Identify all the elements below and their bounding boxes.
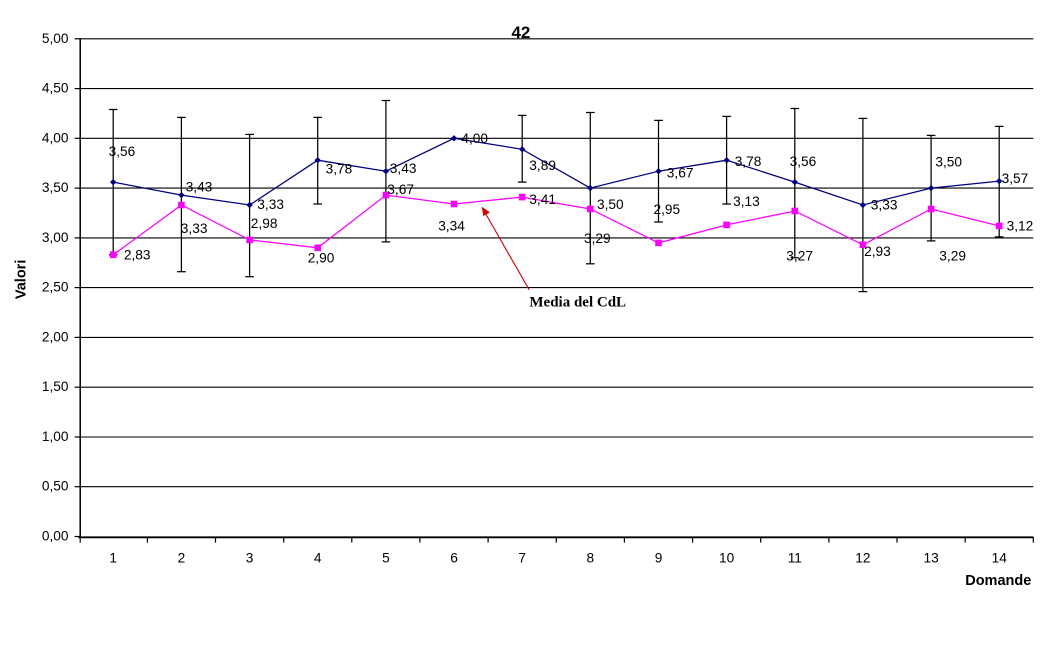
- svg-text:3,67: 3,67: [387, 182, 414, 197]
- svg-text:4,00: 4,00: [461, 131, 488, 146]
- svg-text:3,89: 3,89: [529, 158, 556, 173]
- svg-text:13: 13: [923, 550, 939, 565]
- svg-text:3,27: 3,27: [786, 248, 813, 263]
- svg-text:14: 14: [992, 550, 1008, 565]
- svg-text:8: 8: [586, 550, 594, 565]
- svg-text:1: 1: [109, 550, 117, 565]
- svg-text:3,50: 3,50: [935, 155, 962, 170]
- svg-text:3,29: 3,29: [584, 231, 611, 246]
- svg-text:2,93: 2,93: [864, 244, 891, 259]
- svg-text:4: 4: [314, 550, 322, 565]
- svg-text:Domande: Domande: [965, 573, 1031, 589]
- svg-text:2,95: 2,95: [654, 202, 681, 217]
- svg-text:5: 5: [382, 550, 390, 565]
- svg-text:5,00: 5,00: [42, 31, 69, 46]
- svg-text:42: 42: [511, 23, 530, 42]
- svg-text:2,98: 2,98: [251, 216, 278, 231]
- svg-text:3,67: 3,67: [667, 166, 694, 181]
- svg-text:3,57: 3,57: [1002, 171, 1029, 186]
- svg-text:2,00: 2,00: [42, 329, 69, 344]
- svg-text:11: 11: [788, 550, 802, 565]
- svg-text:12: 12: [855, 550, 870, 565]
- svg-text:Media del CdL: Media del CdL: [529, 294, 626, 310]
- svg-text:7: 7: [518, 550, 526, 565]
- svg-text:3,41: 3,41: [529, 192, 556, 207]
- svg-text:2,83: 2,83: [124, 248, 151, 263]
- svg-text:3,78: 3,78: [735, 154, 762, 169]
- svg-text:3,00: 3,00: [42, 230, 69, 245]
- svg-text:9: 9: [655, 550, 663, 565]
- svg-text:2,50: 2,50: [42, 280, 69, 295]
- svg-text:1,50: 1,50: [42, 379, 69, 394]
- svg-text:3,33: 3,33: [257, 197, 284, 212]
- svg-text:3,34: 3,34: [438, 219, 465, 234]
- svg-text:3,56: 3,56: [109, 144, 136, 159]
- svg-text:Valori: Valori: [14, 260, 30, 300]
- svg-text:3,13: 3,13: [733, 194, 760, 209]
- svg-text:0,50: 0,50: [42, 479, 69, 494]
- svg-text:3,50: 3,50: [42, 180, 69, 195]
- svg-text:3,43: 3,43: [186, 180, 213, 195]
- svg-text:3,50: 3,50: [597, 197, 624, 212]
- svg-text:4,50: 4,50: [42, 81, 69, 96]
- svg-text:3,43: 3,43: [390, 161, 417, 176]
- svg-text:3,29: 3,29: [939, 248, 966, 263]
- svg-text:3,56: 3,56: [790, 154, 817, 169]
- svg-text:3,12: 3,12: [1007, 219, 1034, 234]
- svg-text:3,33: 3,33: [181, 221, 208, 236]
- svg-text:2: 2: [178, 550, 186, 565]
- svg-text:10: 10: [719, 550, 735, 565]
- svg-text:4,00: 4,00: [42, 130, 69, 145]
- svg-text:3,78: 3,78: [326, 162, 353, 177]
- svg-text:0,00: 0,00: [42, 529, 69, 544]
- svg-text:6: 6: [450, 550, 458, 565]
- svg-text:1,00: 1,00: [42, 429, 69, 444]
- svg-text:3,33: 3,33: [871, 198, 898, 213]
- svg-text:2,90: 2,90: [308, 250, 335, 265]
- svg-text:3: 3: [246, 550, 254, 565]
